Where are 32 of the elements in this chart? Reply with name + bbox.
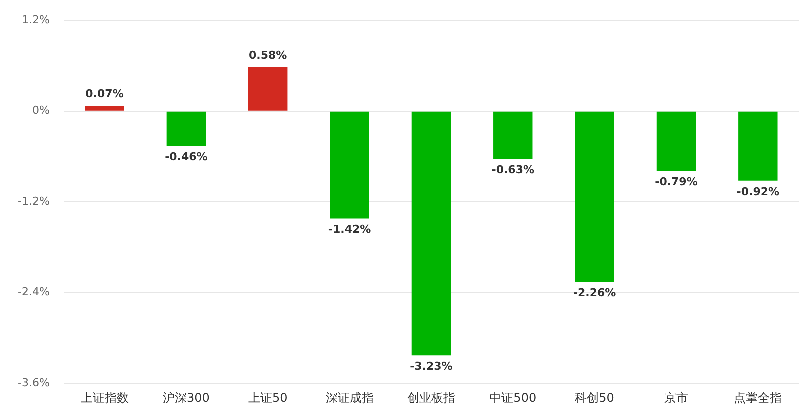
bar [575, 112, 614, 282]
data-label: -2.26% [573, 286, 616, 300]
y-tick-label: -2.4% [18, 286, 50, 299]
bar [248, 67, 288, 111]
x-tick-label: 点掌全指 [734, 390, 782, 405]
x-tick-label: 沪深300 [162, 390, 210, 405]
bar [738, 112, 778, 181]
x-tick-label: 京市 [664, 390, 688, 405]
bar [330, 112, 370, 219]
x-tick-label: 科创50 [575, 390, 614, 405]
y-tick-label: 1.2% [22, 13, 50, 26]
y-tick-label: -1.2% [18, 194, 50, 208]
data-label: -3.23% [410, 360, 453, 373]
x-tick-label: 上证50 [248, 390, 288, 405]
y-tick-label: -3.6% [18, 376, 50, 390]
data-label: -0.79% [655, 175, 698, 188]
x-tick-label: 中证500 [490, 390, 537, 405]
x-tick-label: 深证成指 [326, 390, 374, 405]
bar [494, 112, 533, 159]
bar [656, 112, 696, 172]
bar [412, 112, 452, 356]
data-label: -0.63% [492, 163, 534, 176]
data-label: -1.42% [328, 223, 372, 236]
x-tick-label: 上证指数 [80, 390, 129, 405]
data-label: 0.58% [249, 48, 288, 62]
bar [85, 106, 124, 111]
data-label: -0.92% [736, 185, 780, 198]
data-label: -0.46% [165, 150, 208, 164]
x-tick-label: 创业板指 [407, 390, 456, 405]
data-label: 0.07% [86, 87, 124, 100]
y-tick-label: 0% [32, 104, 50, 118]
bar [166, 112, 206, 146]
